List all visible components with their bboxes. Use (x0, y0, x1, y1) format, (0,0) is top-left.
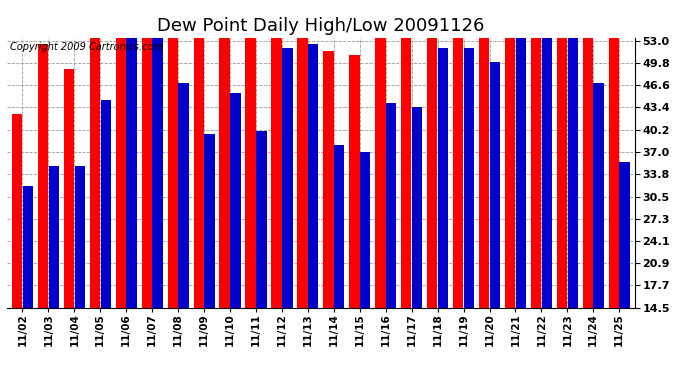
Bar (349, 55, 359, 308)
Bar (116, 0, 126, 308)
Bar (63, 69, 74, 308)
Bar (38, 44, 48, 308)
Title: Dew Point Daily High/Low 20091126: Dew Point Daily High/Low 20091126 (157, 16, 484, 34)
Bar (490, 62, 500, 308)
Bar (464, 48, 474, 308)
Bar (505, 0, 515, 308)
Bar (453, 0, 464, 308)
Bar (375, 31, 386, 308)
Bar (593, 82, 604, 308)
Bar (557, 0, 567, 308)
Bar (23, 186, 33, 308)
Bar (334, 145, 344, 308)
Bar (323, 51, 334, 308)
Bar (141, 0, 152, 308)
Bar (479, 17, 489, 307)
Bar (609, 27, 619, 308)
Bar (282, 48, 293, 308)
Bar (90, 6, 100, 308)
Bar (297, 27, 308, 308)
Bar (308, 44, 319, 308)
Bar (204, 134, 215, 308)
Bar (531, 0, 541, 308)
Bar (178, 82, 189, 308)
Bar (542, 10, 552, 308)
Bar (515, 27, 526, 308)
Bar (168, 0, 178, 308)
Bar (246, 27, 256, 308)
Bar (620, 162, 630, 308)
Bar (256, 131, 266, 308)
Bar (48, 166, 59, 308)
Bar (437, 48, 448, 308)
Bar (271, 0, 282, 308)
Bar (412, 107, 422, 307)
Bar (427, 0, 437, 308)
Bar (101, 100, 111, 308)
Bar (12, 114, 22, 308)
Bar (360, 152, 371, 308)
Bar (193, 25, 204, 307)
Bar (230, 93, 241, 308)
Bar (568, 20, 578, 307)
Bar (583, 0, 593, 308)
Text: Copyright 2009 Cartronics.com: Copyright 2009 Cartronics.com (10, 42, 163, 51)
Bar (401, 0, 411, 308)
Bar (126, 34, 137, 308)
Bar (75, 166, 85, 308)
Bar (219, 27, 230, 308)
Bar (152, 31, 163, 308)
Bar (386, 103, 396, 308)
